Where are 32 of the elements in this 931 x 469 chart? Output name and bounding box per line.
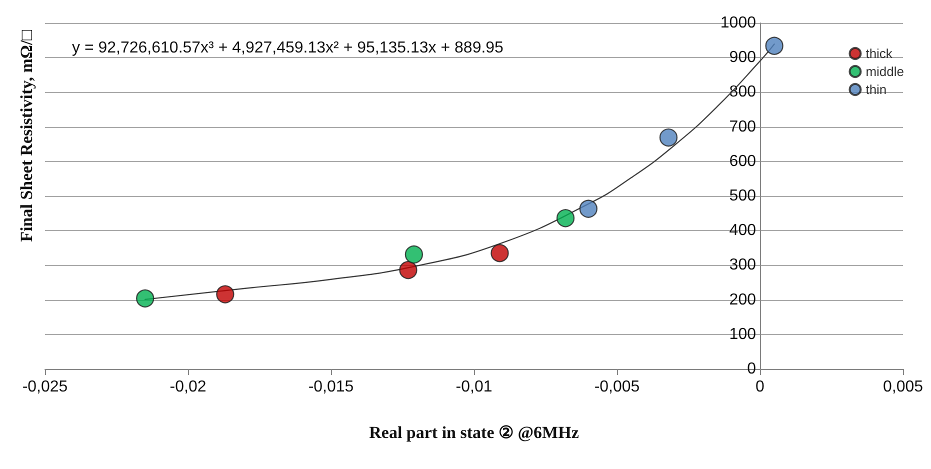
y-tick-label: 500 (729, 188, 756, 204)
y-tick-label: 800 (729, 84, 756, 101)
x-tick-label: -0,025 (22, 378, 68, 396)
point (136, 289, 154, 308)
x-tick-label: -0,01 (456, 378, 492, 396)
point (556, 209, 575, 228)
y-tick-label: 0 (747, 360, 756, 378)
y-tick-label: 100 (729, 326, 756, 343)
legend-label: middle (866, 64, 904, 79)
x-tick-label: -0,015 (308, 378, 354, 396)
x-tick-label: 0,005 (882, 378, 924, 396)
y-tick-label: 900 (729, 49, 756, 66)
point (579, 200, 598, 218)
point (490, 244, 509, 262)
point (404, 245, 424, 264)
legend-label: thin (866, 82, 887, 97)
x-tick-label: -0,005 (594, 378, 640, 396)
legend-label: thick (866, 46, 893, 61)
point (765, 36, 784, 55)
y-tick-label: 600 (729, 152, 756, 170)
annotation: y = 92,726,610.57x³ + 4,927,459.13x² + 95,135.13x + 889.95 (72, 40, 504, 56)
y-tick-label: 1000 (720, 14, 756, 32)
y-axis-title: Final Sheet Resistivity, mΩ/□ (17, 29, 36, 242)
x-axis-title: Real part in state ② @6MHz (369, 423, 580, 442)
x-tick-label: -0,02 (170, 378, 206, 396)
y-tick-label: 300 (729, 256, 756, 274)
y-tick-label: 400 (729, 222, 756, 240)
point (399, 260, 418, 280)
point (216, 285, 234, 304)
y-tick-label: 200 (729, 291, 756, 308)
point (659, 128, 678, 147)
y-tick-label: 700 (729, 118, 756, 136)
